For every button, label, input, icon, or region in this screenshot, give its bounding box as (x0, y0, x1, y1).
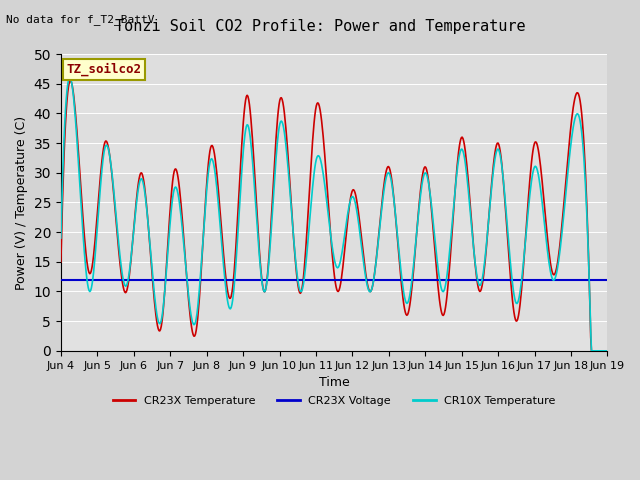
Text: Tonzi Soil CO2 Profile: Power and Temperature: Tonzi Soil CO2 Profile: Power and Temper… (115, 19, 525, 34)
Bar (61, 113, 607, 143)
Bar (61, 203, 607, 232)
Y-axis label: Power (V) / Temperature (C): Power (V) / Temperature (C) (15, 115, 28, 289)
X-axis label: Time: Time (319, 376, 349, 389)
Bar (61, 321, 607, 351)
Text: TZ_soilco2: TZ_soilco2 (67, 63, 141, 76)
Bar (61, 291, 607, 321)
Bar (61, 173, 607, 203)
Bar (61, 143, 607, 173)
Legend: CR23X Temperature, CR23X Voltage, CR10X Temperature: CR23X Temperature, CR23X Voltage, CR10X … (108, 392, 560, 410)
Bar (61, 54, 607, 84)
Bar (61, 232, 607, 262)
Bar (61, 262, 607, 291)
Bar (61, 84, 607, 113)
Text: No data for f_T2_BattV: No data for f_T2_BattV (6, 14, 155, 25)
